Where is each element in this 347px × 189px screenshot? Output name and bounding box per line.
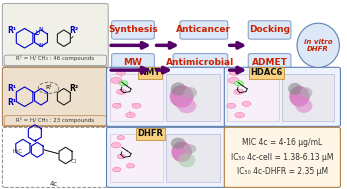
FancyBboxPatch shape: [173, 54, 228, 72]
Text: IC₅₀ 4c-cell = 1.38-6.13 μM: IC₅₀ 4c-cell = 1.38-6.13 μM: [231, 153, 333, 162]
Text: Cl: Cl: [70, 159, 76, 164]
Text: R¹: R¹: [7, 84, 17, 93]
Ellipse shape: [178, 153, 195, 167]
Text: N: N: [39, 27, 43, 32]
Text: Synthesis: Synthesis: [108, 26, 158, 34]
Circle shape: [111, 143, 121, 148]
Bar: [227, 74, 279, 121]
Circle shape: [112, 103, 121, 108]
Text: R¹: R¹: [7, 26, 17, 35]
Circle shape: [111, 77, 121, 83]
Circle shape: [234, 89, 244, 94]
Ellipse shape: [177, 98, 196, 113]
FancyBboxPatch shape: [112, 21, 154, 39]
Circle shape: [113, 167, 121, 172]
Text: MW: MW: [124, 58, 142, 67]
Bar: [110, 74, 163, 121]
Bar: [110, 134, 163, 182]
Circle shape: [126, 163, 135, 168]
Text: H₃C: H₃C: [12, 149, 23, 154]
Bar: [166, 74, 220, 121]
Circle shape: [242, 101, 251, 106]
Circle shape: [117, 89, 126, 94]
Circle shape: [235, 81, 244, 86]
FancyBboxPatch shape: [248, 54, 291, 72]
Text: in vitro
DHFR: in vitro DHFR: [304, 39, 332, 52]
Ellipse shape: [289, 86, 310, 107]
Text: R²: R²: [69, 26, 79, 35]
Bar: [166, 134, 220, 182]
Text: R²: R²: [69, 84, 79, 93]
Ellipse shape: [171, 138, 186, 149]
Circle shape: [132, 103, 141, 108]
Circle shape: [119, 81, 128, 86]
Text: N: N: [39, 43, 43, 48]
FancyBboxPatch shape: [112, 54, 154, 72]
Ellipse shape: [288, 83, 302, 95]
FancyBboxPatch shape: [180, 21, 228, 39]
Ellipse shape: [183, 87, 197, 98]
Text: R¹ = H/ CH₃ : 23 compounds: R¹ = H/ CH₃ : 23 compounds: [16, 117, 94, 123]
Circle shape: [117, 70, 125, 75]
Ellipse shape: [170, 85, 194, 108]
Ellipse shape: [171, 82, 186, 95]
Ellipse shape: [297, 23, 339, 67]
Text: ADMET: ADMET: [252, 58, 288, 67]
Text: Anticancer: Anticancer: [176, 26, 231, 34]
Text: HDAC6: HDAC6: [251, 68, 283, 77]
Circle shape: [227, 103, 236, 108]
Text: R¹: R¹: [7, 98, 17, 107]
Bar: [282, 74, 334, 121]
FancyBboxPatch shape: [107, 127, 226, 187]
Text: Docking: Docking: [249, 26, 290, 34]
FancyBboxPatch shape: [2, 127, 108, 187]
Text: MIC 4c = 4-16 μg/mL: MIC 4c = 4-16 μg/mL: [242, 138, 322, 147]
Ellipse shape: [184, 144, 196, 154]
Text: H: H: [35, 30, 40, 35]
Circle shape: [117, 136, 125, 140]
Text: NMT: NMT: [139, 68, 161, 77]
Ellipse shape: [295, 99, 312, 113]
Text: R¹ = H/ CH₃ : 46 compounds: R¹ = H/ CH₃ : 46 compounds: [16, 56, 94, 61]
FancyBboxPatch shape: [4, 55, 107, 65]
FancyBboxPatch shape: [4, 116, 107, 125]
Text: 4c: 4c: [50, 181, 58, 187]
FancyBboxPatch shape: [224, 127, 340, 187]
FancyBboxPatch shape: [224, 67, 340, 126]
Text: DHFR: DHFR: [137, 129, 163, 138]
FancyBboxPatch shape: [2, 67, 108, 126]
Circle shape: [229, 70, 238, 75]
FancyBboxPatch shape: [107, 67, 226, 126]
Text: Antimicrobial: Antimicrobial: [166, 58, 235, 67]
FancyBboxPatch shape: [2, 4, 108, 66]
Circle shape: [228, 77, 239, 83]
Circle shape: [126, 112, 135, 118]
Circle shape: [235, 112, 245, 118]
Ellipse shape: [300, 87, 312, 98]
Text: R¹: R¹: [45, 85, 52, 90]
Ellipse shape: [171, 141, 192, 162]
Text: IC₅₀ 4c-DHFR = 2.35 μM: IC₅₀ 4c-DHFR = 2.35 μM: [237, 167, 328, 176]
FancyBboxPatch shape: [248, 21, 291, 39]
Circle shape: [117, 154, 125, 159]
